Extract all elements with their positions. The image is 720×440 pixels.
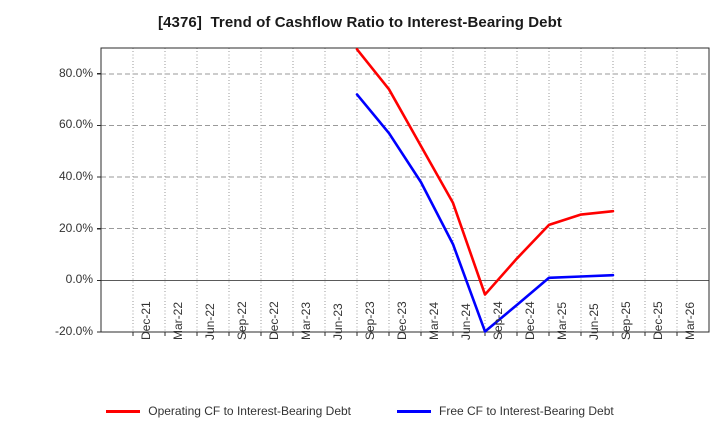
x-axis-label: Mar-26: [683, 301, 697, 340]
x-axis-label: Dec-22: [267, 301, 281, 340]
y-axis-label: 0.0%: [65, 272, 93, 287]
legend-item-1[interactable]: Operating CF to Interest-Bearing Debt: [106, 404, 351, 418]
x-axis-label: Sep-25: [619, 301, 633, 340]
y-axis-label: 80.0%: [58, 65, 93, 80]
x-axis-label: Jun-23: [331, 303, 345, 340]
x-axis-label: Jun-22: [203, 303, 217, 340]
x-axis-label: Sep-23: [363, 301, 377, 340]
page-title: [4376] Trend of Cashflow Ratio to Intere…: [158, 14, 562, 31]
y-axis-label: -20.0%: [54, 324, 93, 338]
legend-line-icon: [397, 409, 431, 413]
x-axis-label: Dec-21: [139, 301, 153, 340]
series-line-1: [355, 47, 615, 296]
x-axis-label: Mar-22: [171, 301, 185, 340]
x-axis-label: Dec-24: [523, 301, 537, 340]
x-axis-label: Mar-25: [555, 301, 569, 340]
x-axis-label: Dec-23: [395, 301, 409, 340]
y-axis-label: 20.0%: [58, 220, 93, 235]
legend-label: Free CF to Interest-Bearing Debt: [439, 404, 614, 418]
series-line-2: [355, 93, 615, 333]
x-axis-label: Sep-22: [235, 301, 249, 340]
x-axis-label: Mar-23: [299, 301, 313, 340]
legend-label: Operating CF to Interest-Bearing Debt: [148, 404, 351, 418]
y-axis-label: 60.0%: [58, 117, 93, 132]
x-axis-label: Sep-24: [491, 301, 505, 340]
x-axis-label: Dec-25: [651, 301, 665, 340]
x-axis-label: Jun-25: [587, 303, 601, 340]
chart-legend: Operating CF to Interest-Bearing Debt Fre…: [0, 404, 720, 418]
x-axis-label: Jun-24: [459, 303, 473, 340]
y-axis-label: 40.0%: [58, 169, 93, 184]
x-axis-label: Mar-24: [427, 301, 441, 340]
legend-line-icon: [106, 409, 141, 413]
legend-item-2[interactable]: Free CF to Interest-Bearing Debt: [397, 404, 614, 418]
